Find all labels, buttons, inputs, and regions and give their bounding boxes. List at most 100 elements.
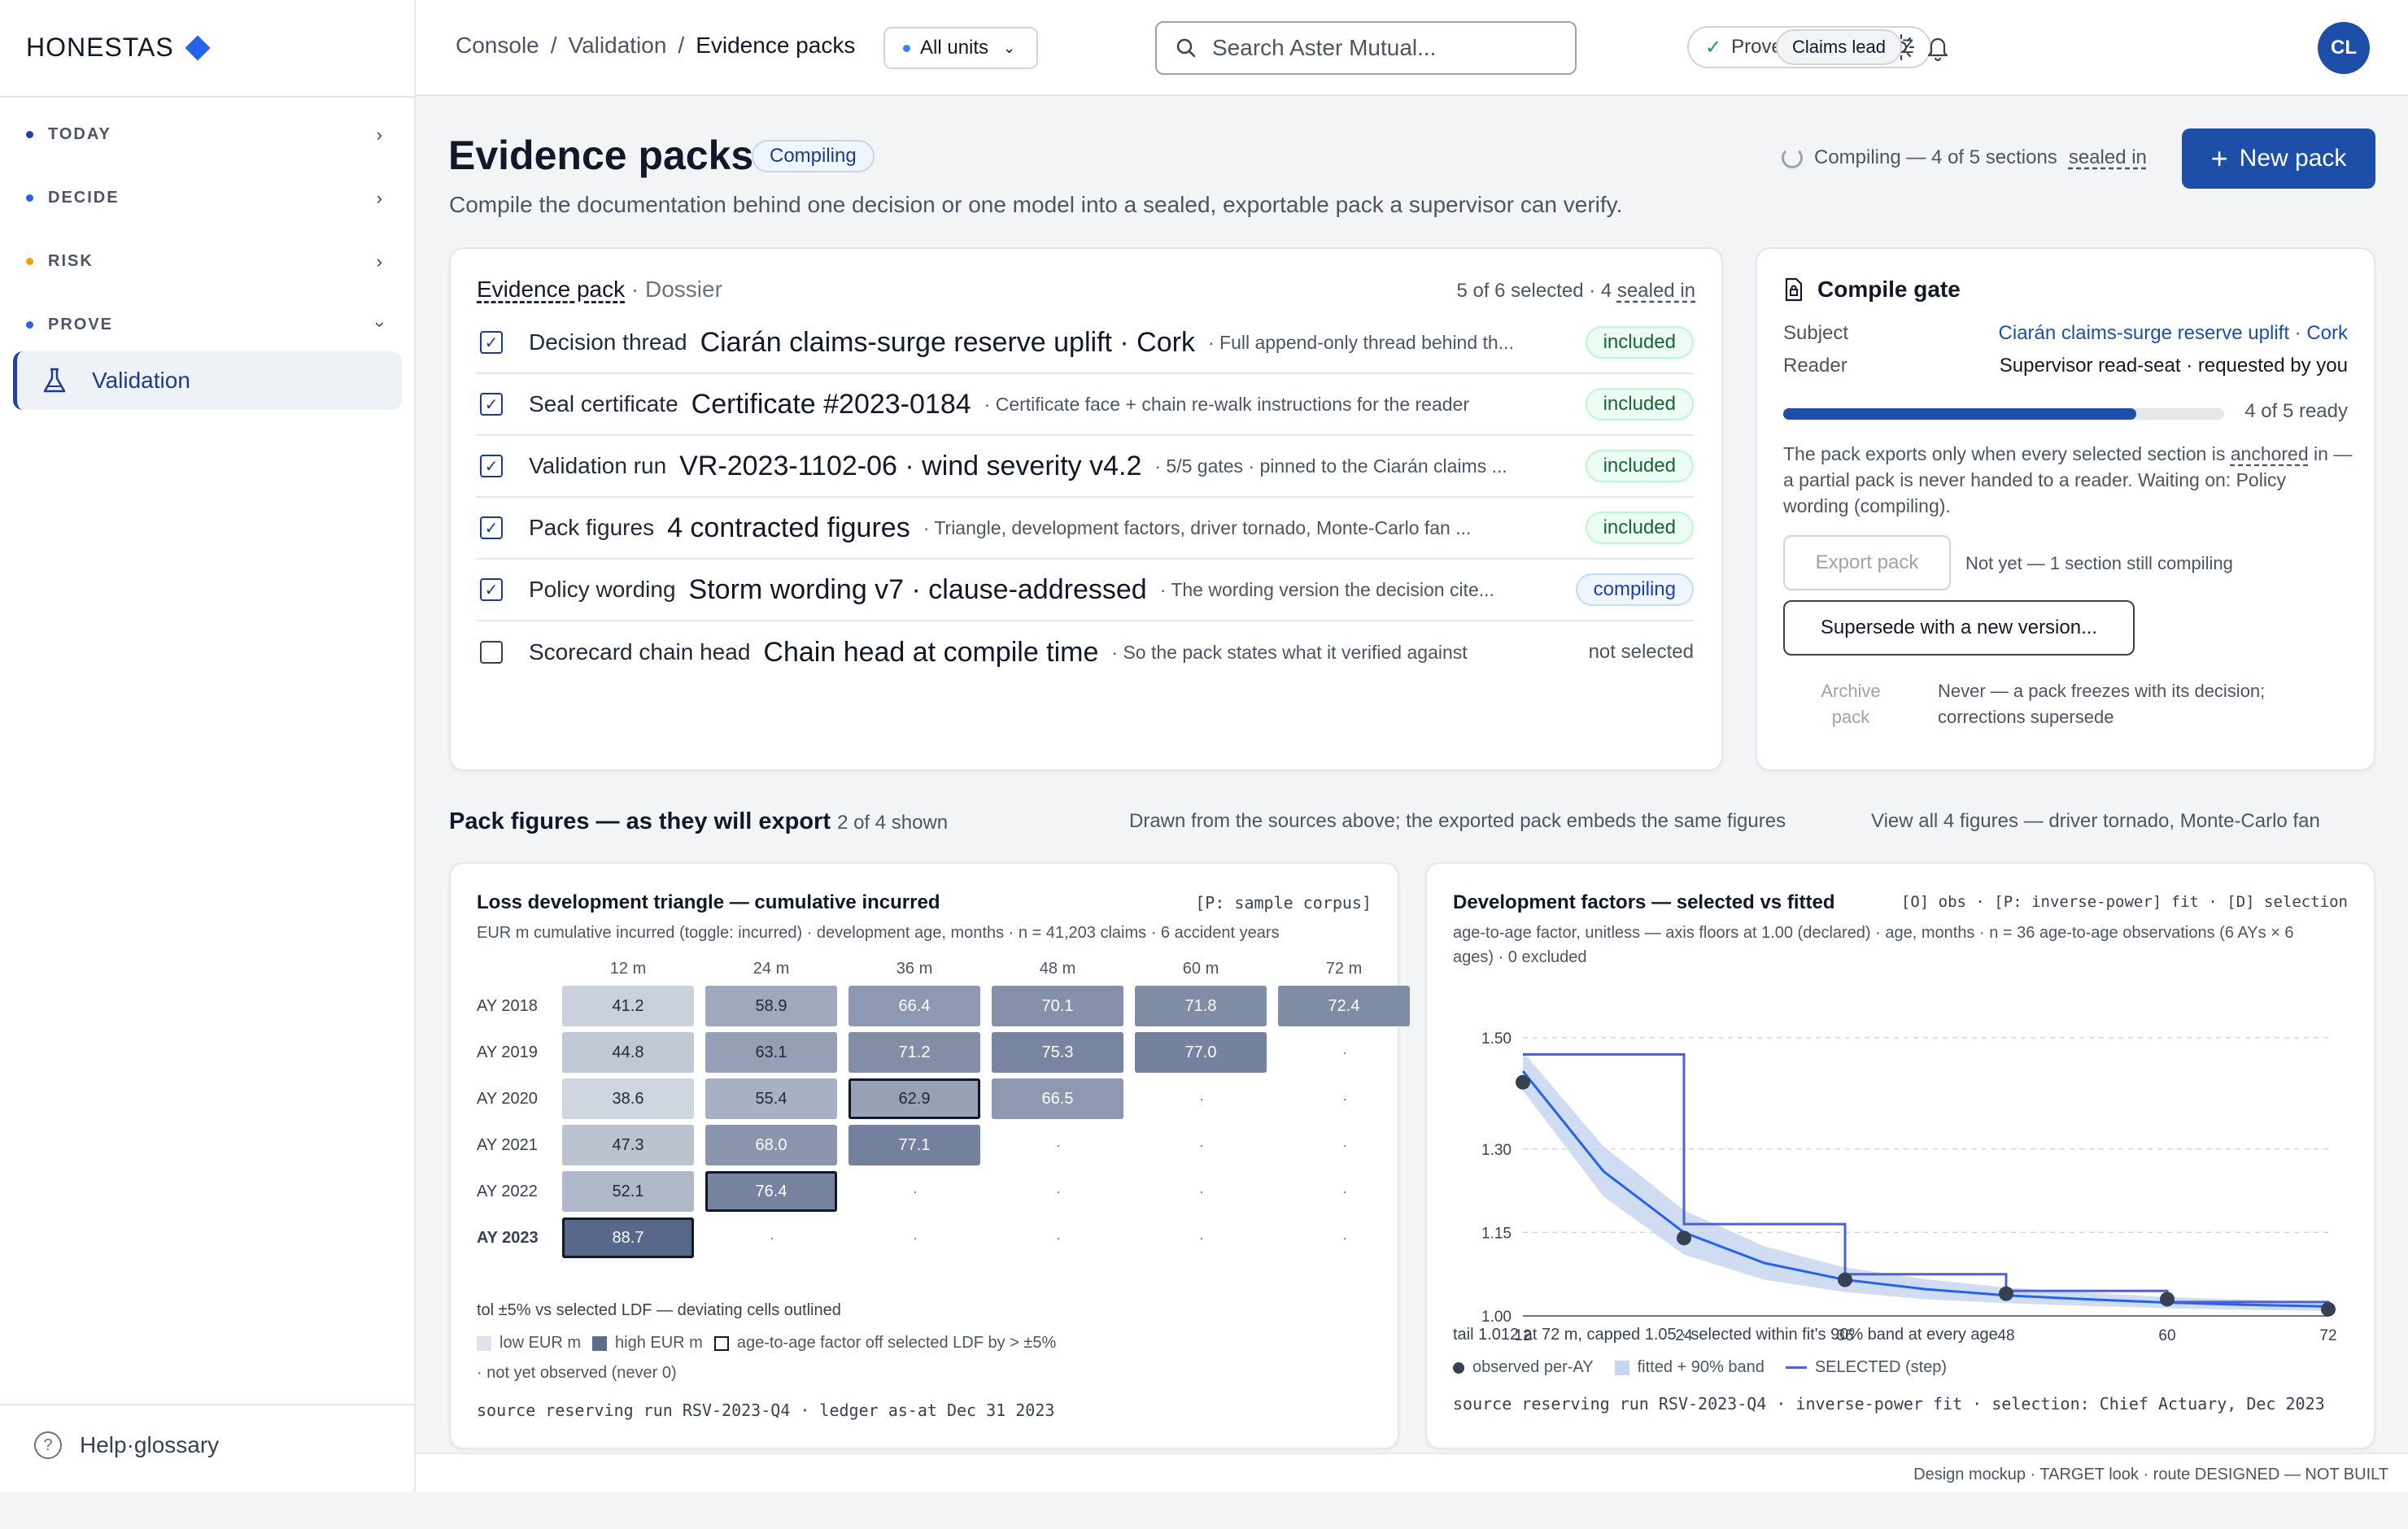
view-all-figures-link[interactable]: View all 4 figures — driver tornado, Mon… xyxy=(1871,810,2320,832)
compile-gate-header: Compile gate xyxy=(1783,277,1961,303)
chevron-right-icon: › xyxy=(376,250,384,272)
status-badge: not selected xyxy=(1588,641,1694,663)
search-input[interactable] xyxy=(1212,35,1554,61)
sidebar-item-validation[interactable]: Validation xyxy=(13,351,402,410)
export-pack-button[interactable]: Export pack xyxy=(1783,535,1951,590)
chevron-right-icon: › xyxy=(376,124,384,145)
tri-row-header: AY 2023 xyxy=(477,1229,539,1247)
flask-icon xyxy=(43,368,66,393)
subject-label: Subject xyxy=(1783,322,1849,344)
tri-empty-cell: · xyxy=(770,1229,774,1246)
footer: Design mockup · TARGET look · route DESI… xyxy=(416,1453,2408,1492)
tri-cell: 72.4 xyxy=(1278,986,1410,1026)
plus-icon: + xyxy=(2210,142,2228,175)
dossier-count: 5 of 6 selected · 4 sealed in xyxy=(1456,280,1695,303)
tri-cell: 62.9 xyxy=(848,1078,980,1119)
swatch-fit-icon xyxy=(1614,1360,1629,1375)
tri-cell: 66.5 xyxy=(992,1078,1123,1119)
sealed-in-link[interactable]: sealed in xyxy=(2068,146,2147,168)
tri-cell: 44.8 xyxy=(562,1032,694,1073)
chevron-right-icon: › xyxy=(376,187,384,208)
dossier-row[interactable]: ✓ Pack figures 4 contracted figures · Trian… xyxy=(477,498,1694,560)
y-tick-label: 1.00 xyxy=(1481,1309,1512,1326)
dossier-row[interactable]: ✓ Decision thread Ciarán claims-surge rese… xyxy=(477,312,1694,374)
help-glossary-link[interactable]: ? Help·glossary xyxy=(34,1431,219,1459)
row-label: Scorecard chain head xyxy=(529,639,751,664)
role-label: Claims lead xyxy=(1792,37,1886,57)
new-pack-label: New pack xyxy=(2239,145,2347,172)
legend-selected: SELECTED (step) xyxy=(1785,1358,1948,1377)
dossier-header: Evidence pack · Dossier xyxy=(477,277,722,303)
legend-empty: · not yet observed (never 0) xyxy=(477,1364,677,1382)
checkbox-checked-icon[interactable]: ✓ xyxy=(480,331,503,354)
swatch-high-icon xyxy=(592,1335,608,1351)
nav-section-decide[interactable]: DECIDE › xyxy=(26,187,384,208)
swatch-outline-icon xyxy=(713,1335,729,1351)
dossier-row[interactable]: ✓ Policy wording Storm wording v7 · clause… xyxy=(477,560,1694,621)
question-icon: ? xyxy=(34,1431,62,1459)
triangle-card: Loss development triangle — cumulative i… xyxy=(449,862,1410,1449)
triangle-subtitle: EUR m cumulative incurred (toggle: incur… xyxy=(477,924,1280,942)
checkbox-icon[interactable] xyxy=(480,641,503,664)
checkbox-checked-icon[interactable]: ✓ xyxy=(480,516,503,539)
page-subtitle: Compile the documentation behind one dec… xyxy=(449,192,1623,217)
nav-dot-icon xyxy=(26,321,33,329)
row-desc: · Triangle, development factors, driver … xyxy=(923,516,1472,538)
row-desc: · 5/5 gates · pinned to the Ciarán claim… xyxy=(1154,455,1507,477)
tri-cell: 66.4 xyxy=(848,986,980,1026)
tri-col-header: 36 m xyxy=(896,960,933,978)
devfactors-note: tail 1.012 at 72 m, capped 1.05 · select… xyxy=(1453,1326,1998,1344)
y-tick-label: 1.50 xyxy=(1481,1030,1512,1048)
triangle-title: Loss development triangle — cumulative i… xyxy=(477,891,940,913)
spinner-icon xyxy=(1782,147,1803,168)
figures-shown: 2 of 4 shown xyxy=(837,812,949,834)
breadcrumb-separator: / xyxy=(678,33,685,58)
nav-section-risk[interactable]: RISK › xyxy=(26,250,384,272)
tri-empty-cell: · xyxy=(1342,1136,1347,1153)
checkbox-checked-icon[interactable]: ✓ xyxy=(480,393,503,416)
sealed-in-link[interactable]: sealed in xyxy=(1616,280,1695,302)
legend-selected-label: SELECTED (step) xyxy=(1814,1358,1948,1376)
compile-status-text: Compiling — 4 of 5 sections xyxy=(1814,146,2057,168)
role-badge[interactable]: Claims lead xyxy=(1776,29,1902,65)
dossier-row[interactable]: Scorecard chain head Chain head at compil… xyxy=(477,621,1694,683)
devfactors-chart: 1.00 1.15 1.30 1.50 12 24 36 48 60 72 xyxy=(1481,1030,2337,1344)
row-label: Seal certificate xyxy=(529,391,678,416)
help-label: Help·glossary xyxy=(80,1432,220,1457)
observed-point xyxy=(2160,1292,2175,1307)
breadcrumb-validation[interactable]: Validation xyxy=(568,33,667,58)
checkbox-checked-icon[interactable]: ✓ xyxy=(480,455,503,477)
bell-icon[interactable] xyxy=(1920,29,1956,65)
tri-cell: 76.4 xyxy=(705,1171,837,1212)
subject-link[interactable]: Ciarán claims-surge reserve uplift · Cor… xyxy=(1998,322,2348,344)
avatar-initials: CL xyxy=(2331,37,2357,59)
x-tick-label: 24 xyxy=(1675,1327,1693,1344)
avatar[interactable]: CL xyxy=(2318,22,2370,74)
anchored-link[interactable]: anchored xyxy=(2230,443,2309,464)
status-badge: included xyxy=(1585,388,1694,420)
row-desc: · Certificate face + chain re-walk instr… xyxy=(984,393,1469,415)
brand-logo[interactable]: HONESTAS xyxy=(26,33,211,63)
breadcrumb-current: Evidence packs xyxy=(696,33,856,58)
dossier-row[interactable]: ✓ Validation run VR-2023-1102-06 · wind se… xyxy=(477,436,1694,498)
legend-fit: fitted + 90% band xyxy=(1614,1358,1765,1377)
nav-section-prove[interactable]: PROVE › xyxy=(26,316,390,334)
units-label: All units xyxy=(920,37,989,59)
x-tick-label: 48 xyxy=(1997,1327,2014,1344)
tri-empty-cell: · xyxy=(1199,1136,1204,1153)
dossier-row[interactable]: ✓ Seal certificate Certificate #2023-0184 ·… xyxy=(477,374,1694,436)
x-tick-label: 60 xyxy=(2158,1327,2175,1344)
supersede-button[interactable]: Supersede with a new version... xyxy=(1783,600,2135,656)
units-select[interactable]: All units ⌄ xyxy=(883,27,1039,69)
tri-cell: 47.3 xyxy=(562,1125,694,1165)
nav-section-today[interactable]: TODAY › xyxy=(26,124,384,145)
archive-pack-button[interactable]: Archive pack xyxy=(1821,681,1881,727)
legend-high-label: high EUR m xyxy=(615,1334,703,1352)
new-pack-button[interactable]: + New pack xyxy=(2182,129,2375,189)
breadcrumb-console[interactable]: Console xyxy=(456,33,539,58)
fit-line xyxy=(1521,1070,2329,1308)
evidence-pack-link[interactable]: Evidence pack xyxy=(477,277,626,302)
legend-low-label: low EUR m xyxy=(499,1334,582,1352)
checkbox-checked-icon[interactable]: ✓ xyxy=(480,578,503,601)
nav-section-label: TODAY xyxy=(48,125,111,143)
